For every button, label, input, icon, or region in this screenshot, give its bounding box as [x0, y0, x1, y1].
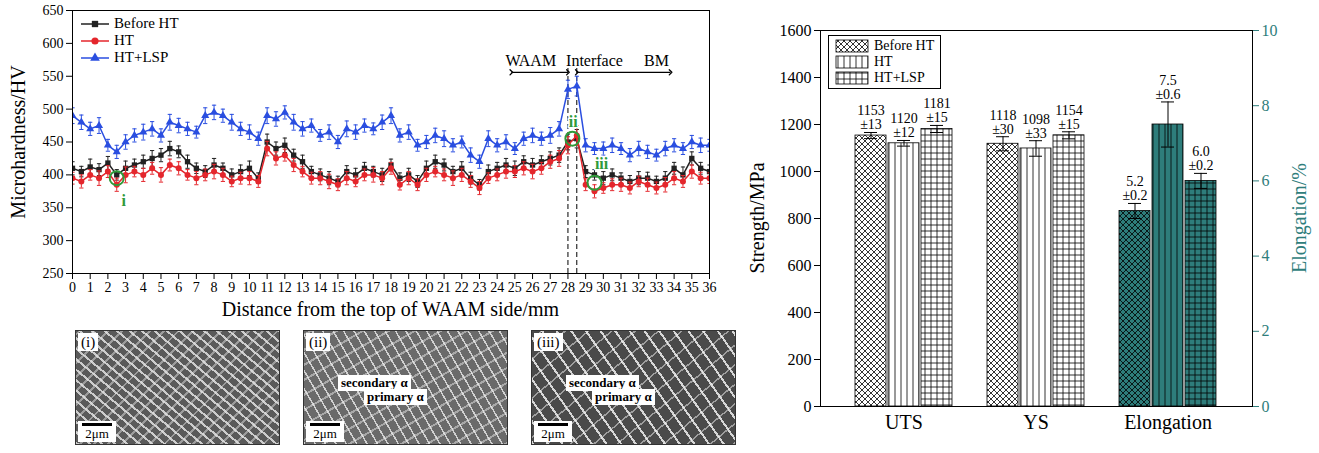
- svg-text:9: 9: [228, 280, 235, 295]
- svg-text:1120±12: 1120±12: [890, 111, 917, 140]
- svg-text:15: 15: [331, 280, 345, 295]
- svg-text:350: 350: [43, 200, 64, 215]
- html-text:2μm: 2μm: [313, 426, 337, 441]
- html-text:HT+LSP: HT+LSP: [874, 70, 925, 85]
- svg-text:6.0±0.2: 6.0±0.2: [1188, 144, 1213, 173]
- svg-text:Interface: Interface: [566, 52, 623, 69]
- html-text:(iii): (iii): [537, 334, 560, 350]
- svg-text:29: 29: [579, 280, 593, 295]
- svg-text:8: 8: [1262, 97, 1270, 114]
- svg-text:YS: YS: [1023, 411, 1049, 433]
- svg-text:200: 200: [788, 351, 812, 368]
- svg-text:8: 8: [211, 280, 218, 295]
- html-text:(i): (i): [81, 334, 96, 350]
- svg-text:12: 12: [278, 280, 292, 295]
- svg-text:300: 300: [43, 233, 64, 248]
- svg-text:i: i: [122, 192, 127, 209]
- svg-text:1181±15: 1181±15: [923, 96, 950, 125]
- svg-text:20: 20: [419, 280, 433, 295]
- svg-text:23: 23: [472, 280, 486, 295]
- html-text:2μm: 2μm: [85, 426, 109, 441]
- html-text:Distance from the top of WAAM: Distance from the top of WAAM side/mm: [221, 298, 560, 320]
- svg-text:10: 10: [242, 280, 256, 295]
- html-text:(ii): (ii): [309, 334, 328, 350]
- svg-text:650: 650: [43, 3, 64, 18]
- svg-text:BM: BM: [644, 52, 669, 69]
- svg-text:11: 11: [260, 280, 273, 295]
- svg-text:600: 600: [788, 257, 812, 274]
- svg-text:32: 32: [632, 280, 646, 295]
- svg-text:500: 500: [43, 102, 64, 117]
- svg-text:30: 30: [596, 280, 610, 295]
- html-text:Elongation/%: Elongation/%: [1287, 163, 1310, 273]
- svg-text:18: 18: [384, 280, 398, 295]
- svg-text:450: 450: [43, 134, 64, 149]
- html-text:Microhardness/HV: Microhardness/HV: [6, 64, 29, 219]
- svg-text:3: 3: [122, 280, 129, 295]
- svg-text:34: 34: [667, 280, 681, 295]
- svg-text:7: 7: [193, 280, 200, 295]
- html-text:primary α: primary α: [367, 389, 424, 404]
- svg-text:0: 0: [804, 398, 812, 415]
- svg-text:31: 31: [614, 280, 628, 295]
- svg-text:550: 550: [43, 69, 64, 84]
- html-text:secondary α: secondary α: [569, 375, 636, 390]
- svg-text:250: 250: [43, 266, 64, 281]
- svg-text:13: 13: [296, 280, 310, 295]
- svg-text:35: 35: [685, 280, 699, 295]
- svg-text:1000: 1000: [780, 163, 812, 180]
- svg-text:600: 600: [43, 36, 64, 51]
- svg-text:800: 800: [788, 210, 812, 227]
- html-text:Strength/MPa: Strength/MPa: [745, 162, 768, 274]
- svg-text:WAAM: WAAM: [505, 52, 556, 69]
- svg-text:22: 22: [455, 280, 469, 295]
- svg-text:ii: ii: [569, 113, 578, 130]
- svg-text:27: 27: [543, 280, 557, 295]
- svg-text:1: 1: [87, 280, 94, 295]
- html-text:secondary α: secondary α: [341, 375, 408, 390]
- html-text:HT: HT: [114, 32, 134, 48]
- svg-text:1153±13: 1153±13: [857, 103, 884, 132]
- svg-text:UTS: UTS: [885, 411, 923, 433]
- svg-text:10: 10: [1262, 22, 1278, 39]
- svg-text:6: 6: [175, 280, 182, 295]
- svg-text:400: 400: [788, 304, 812, 321]
- svg-text:1400: 1400: [780, 69, 812, 86]
- svg-text:4: 4: [140, 280, 147, 295]
- html-text:Before HT: Before HT: [114, 15, 179, 31]
- svg-text:25: 25: [508, 280, 522, 295]
- html-text:HT: HT: [874, 54, 893, 69]
- svg-text:1154±15: 1154±15: [1055, 103, 1082, 132]
- svg-text:7.5±0.6: 7.5±0.6: [1155, 73, 1180, 102]
- svg-text:33: 33: [649, 280, 663, 295]
- svg-text:4: 4: [1262, 247, 1270, 264]
- svg-text:6: 6: [1262, 172, 1270, 189]
- svg-text:1600: 1600: [780, 22, 812, 39]
- svg-text:5.2±0.2: 5.2±0.2: [1122, 174, 1147, 203]
- svg-text:5: 5: [157, 280, 164, 295]
- svg-text:0: 0: [1262, 398, 1270, 415]
- svg-text:19: 19: [402, 280, 416, 295]
- svg-text:28: 28: [561, 280, 575, 295]
- svg-text:21: 21: [437, 280, 451, 295]
- svg-text:26: 26: [526, 280, 540, 295]
- svg-text:1118±30: 1118±30: [990, 108, 1017, 137]
- svg-text:16: 16: [349, 280, 363, 295]
- svg-text:iii: iii: [595, 155, 609, 172]
- svg-text:36: 36: [703, 280, 717, 295]
- svg-text:Elongation: Elongation: [1124, 411, 1212, 434]
- svg-text:400: 400: [43, 167, 64, 182]
- svg-text:0: 0: [69, 280, 76, 295]
- svg-text:2: 2: [1262, 322, 1270, 339]
- svg-text:1098±33: 1098±33: [1022, 112, 1050, 141]
- svg-text:24: 24: [490, 280, 504, 295]
- html-text:2μm: 2μm: [541, 426, 565, 441]
- svg-text:17: 17: [366, 280, 380, 295]
- svg-text:14: 14: [313, 280, 327, 295]
- html-text:primary α: primary α: [595, 389, 652, 404]
- html-text:Before HT: Before HT: [874, 38, 935, 53]
- html-text:HT+LSP: HT+LSP: [114, 49, 169, 65]
- svg-text:2: 2: [104, 280, 111, 295]
- svg-text:1200: 1200: [780, 116, 812, 133]
